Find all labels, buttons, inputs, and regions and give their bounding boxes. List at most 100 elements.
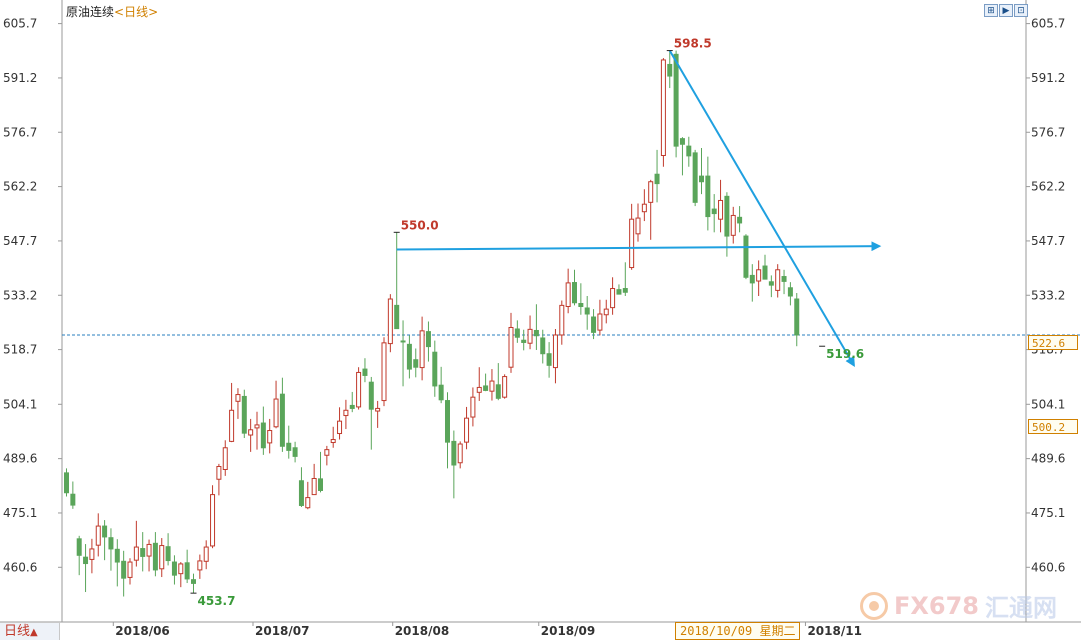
candle-body — [279, 393, 285, 447]
candle-body — [381, 342, 387, 402]
candle-body — [267, 430, 273, 444]
candle-body — [203, 546, 209, 562]
x-tick-label: 2018/06 — [115, 624, 169, 638]
candle-body — [260, 422, 266, 449]
y-tick-label-left: 518.7 — [3, 343, 37, 357]
candle-body — [159, 545, 165, 570]
candle-body — [445, 400, 450, 443]
candle-body — [686, 145, 692, 157]
candle-body — [127, 561, 133, 578]
candle-body — [305, 497, 311, 509]
y-tick-label-left: 460.6 — [3, 560, 37, 574]
candle-body — [718, 199, 724, 220]
candle-body — [171, 561, 177, 576]
watermark-logo-icon — [860, 591, 888, 620]
candle-body — [222, 447, 228, 470]
y-tick-label-right: 533.2 — [1031, 288, 1065, 302]
y-tick-label-right: 489.6 — [1031, 452, 1065, 466]
candle-body — [413, 359, 419, 368]
y-tick-label-left: 591.2 — [3, 71, 37, 85]
candle-body — [737, 216, 743, 224]
candle-body — [705, 175, 711, 218]
candle-body — [476, 386, 482, 393]
trendline-horizontal-resistance — [396, 241, 882, 252]
candle-body — [337, 420, 343, 435]
candle-body — [489, 380, 495, 392]
candle-body — [121, 560, 127, 579]
extreme-label: 453.7 — [198, 594, 236, 608]
candle-body — [699, 175, 704, 183]
zoom-fit-button[interactable]: ⊞ — [984, 4, 998, 17]
candle-body — [184, 562, 190, 580]
candle-body — [197, 560, 203, 571]
candle-body — [330, 439, 336, 444]
candle-body — [95, 525, 101, 546]
candle-body — [108, 537, 114, 550]
candle-body — [711, 208, 717, 215]
candle-body — [572, 282, 577, 304]
candle-body — [775, 269, 781, 291]
y-tick-label-right: 562.2 — [1031, 180, 1065, 194]
candle-body — [743, 235, 749, 278]
candle-body — [552, 334, 558, 369]
candle-body — [533, 329, 539, 337]
candle-body — [83, 556, 89, 565]
y-tick-label-left: 489.6 — [3, 452, 37, 466]
trendline-descending-trend — [668, 50, 855, 368]
candle-body — [387, 298, 393, 345]
candle-body — [464, 417, 470, 443]
candle-body — [749, 274, 755, 284]
candle-body — [546, 353, 552, 366]
candle-body — [356, 371, 362, 408]
candle-body — [229, 409, 235, 442]
candle-body — [578, 303, 584, 308]
candle-body — [540, 337, 546, 355]
candle-body — [152, 542, 158, 571]
candle-body — [318, 478, 323, 491]
candle-body — [235, 394, 241, 402]
y-tick-label-right: 460.6 — [1031, 560, 1065, 574]
candle-body — [495, 384, 501, 399]
x-tick-label: 2018/07 — [255, 624, 309, 638]
y-tick-label-right: 547.7 — [1031, 234, 1065, 248]
triangle-up-icon: ▲ — [30, 627, 38, 638]
candle-body — [565, 282, 571, 308]
candle-body — [508, 326, 514, 368]
candle-body — [457, 443, 463, 464]
play-button[interactable]: ▶ — [999, 4, 1013, 17]
candle-body — [216, 466, 222, 480]
candle-body — [292, 447, 298, 457]
candle-body — [165, 546, 171, 562]
candle-body — [730, 214, 736, 236]
period-label: 日线 — [4, 624, 31, 639]
y-tick-label-right: 605.7 — [1031, 17, 1065, 31]
candle-body — [451, 440, 457, 466]
candle-body — [756, 269, 762, 282]
candle-body — [597, 313, 603, 331]
candle-body — [286, 442, 292, 451]
candle-body — [89, 548, 95, 560]
extreme-label: 598.5 — [674, 37, 712, 51]
candle-body — [64, 472, 69, 494]
candle-body — [667, 63, 673, 77]
secondary-price-tag: 500.2 — [1028, 419, 1078, 434]
window-button[interactable]: ⊡ — [1014, 4, 1028, 17]
candle-body — [584, 307, 590, 315]
candle-body — [70, 493, 76, 506]
candle-body — [641, 203, 647, 213]
period-selector-button[interactable]: 日线▲ — [0, 622, 60, 640]
candle-body — [679, 138, 685, 145]
watermark-cn: 汇通网 — [985, 594, 1057, 622]
candle-body — [191, 579, 196, 584]
candle-body — [768, 281, 774, 286]
extreme-label: 550.0 — [401, 218, 439, 232]
candle-body — [762, 265, 768, 280]
candle-body — [470, 396, 476, 418]
candle-body — [324, 449, 330, 456]
candle-body — [114, 548, 120, 563]
extreme-label: 519.6 — [826, 347, 864, 361]
candle-body — [502, 376, 508, 398]
candle-body — [248, 429, 254, 436]
watermark: FX678 汇通网 — [860, 588, 1057, 623]
